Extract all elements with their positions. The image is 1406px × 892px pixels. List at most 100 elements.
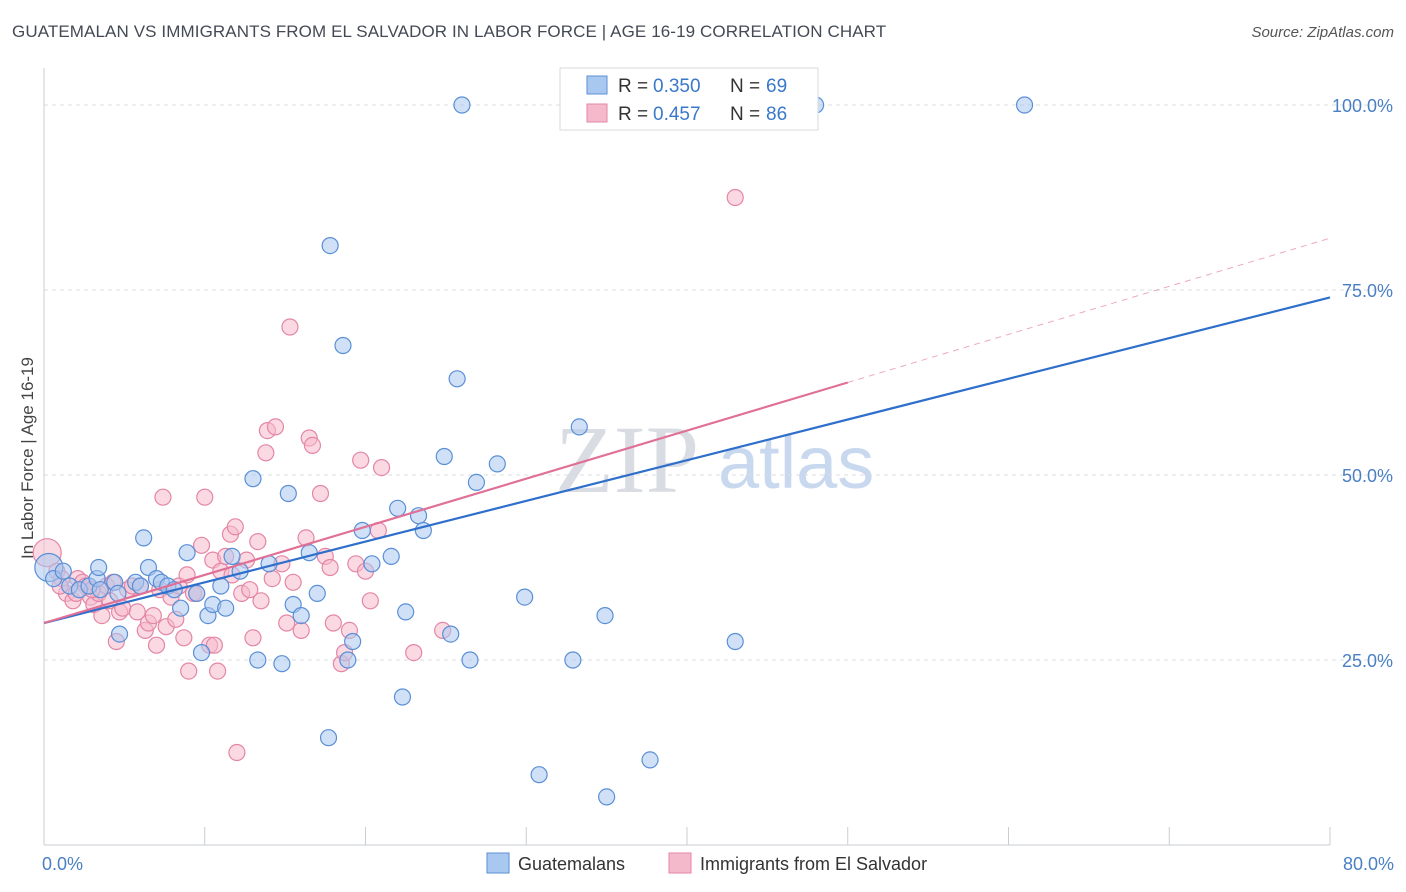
- guatemalans-point-64: [596, 606, 614, 625]
- x-tick-label-0: 0.0%: [42, 854, 83, 874]
- el-salvador-point-57: [263, 569, 281, 588]
- legend-r-value-el-salvador: 0.457: [653, 104, 701, 125]
- guatemalans-point-56: [461, 651, 479, 669]
- guatemalans-point-21: [178, 544, 196, 562]
- legend-n-label-2: N =: [730, 104, 760, 125]
- guatemalans-point-30: [244, 470, 262, 488]
- guatemalans-point-57: [467, 473, 486, 491]
- guatemalans-point-48: [393, 688, 412, 706]
- guatemalans-point-40: [321, 237, 339, 255]
- guatemalans-point-46: [382, 547, 400, 566]
- el-salvador-point-80: [405, 643, 423, 662]
- series-blue-points: [34, 96, 1034, 806]
- el-salvador-point-61: [281, 318, 299, 336]
- bottom-legend-label-el-salvador: Immigrants from El Salvador: [700, 854, 927, 874]
- el-salvador-point-20: [128, 603, 146, 621]
- el-salvador-point-69: [321, 558, 339, 577]
- y-tick-label-3: 100.0%: [1332, 96, 1393, 116]
- guatemalans-point-11: [110, 625, 129, 643]
- legend-n-label-1: N =: [730, 76, 760, 97]
- el-salvador-point-58: [266, 418, 285, 436]
- guatemalans-point-58: [488, 455, 506, 473]
- guatemalans-point-23: [192, 643, 211, 662]
- trend-line-guatemalans: [43, 296, 1331, 625]
- guatemalans-point-34: [279, 484, 297, 503]
- guatemalans-point-8: [90, 558, 108, 577]
- el-salvador-point-82: [726, 188, 744, 207]
- legend-bottom: Guatemalans Immigrants from El Salvador: [486, 852, 927, 874]
- el-salvador-point-48: [228, 743, 246, 762]
- chart-title: GUATEMALAN VS IMMIGRANTS FROM EL SALVADO…: [12, 22, 887, 41]
- trend-lines: [43, 237, 1331, 625]
- legend-n-value-guatemalans: 69: [766, 76, 787, 97]
- el-salvador-point-25: [147, 636, 166, 654]
- guatemalans-point-66: [726, 632, 744, 651]
- el-salvador-point-55: [257, 444, 275, 462]
- bottom-legend-swatch-guatemalans: [486, 852, 510, 874]
- guatemalans-point-65: [641, 751, 659, 769]
- el-salvador-point-38: [196, 488, 214, 506]
- x-ticks: [204, 827, 1331, 845]
- el-salvador-point-60: [278, 614, 296, 632]
- guatemalans-point-20: [172, 599, 190, 617]
- guatemalans-point-54: [448, 370, 466, 388]
- guatemalans-point-60: [530, 766, 548, 784]
- guatemalans-point-38: [308, 584, 326, 603]
- guatemalans-point-27: [217, 599, 235, 617]
- legend-swatch-guatemalans: [586, 75, 608, 95]
- guatemalans-point-61: [564, 651, 582, 669]
- y-axis-label: In Labor Force | Age 16-19: [18, 357, 37, 559]
- y-tick-label-2: 75.0%: [1342, 281, 1393, 301]
- el-salvador-point-62: [284, 573, 302, 591]
- y-tick-label-0: 25.0%: [1342, 651, 1393, 671]
- el-salvador-point-27: [154, 488, 172, 506]
- el-salvador-point-37: [192, 536, 211, 554]
- guatemalans-point-63: [598, 788, 616, 806]
- el-salvador-point-75: [352, 451, 370, 469]
- el-salvador-point-79: [372, 459, 391, 477]
- guatemalans-point-45: [363, 555, 381, 573]
- el-salvador-point-77: [361, 592, 379, 610]
- el-salvador-point-32: [175, 629, 193, 647]
- guatemalans-point-47: [389, 499, 407, 517]
- el-salvador-point-24: [144, 606, 162, 625]
- el-salvador-point-51: [241, 581, 259, 599]
- el-salvador-point-70: [324, 614, 342, 632]
- guatemalans-point-49: [397, 603, 415, 621]
- legend-top: R = 0.350 N = 69 R = 0.457 N = 86: [559, 67, 819, 131]
- el-salvador-point-66: [303, 436, 322, 454]
- el-salvador-point-52: [244, 629, 262, 647]
- el-salvador-point-54: [252, 592, 270, 610]
- guatemalans-point-22: [188, 584, 206, 603]
- guatemalans-point-53: [442, 625, 460, 643]
- guatemalans-point-31: [249, 651, 267, 669]
- legend-r-label-2: R =: [618, 104, 648, 125]
- guatemalans-point-39: [319, 729, 338, 747]
- guatemalans-point-28: [223, 547, 241, 566]
- el-salvador-point-63: [292, 621, 310, 640]
- guatemalans-point-2: [54, 562, 72, 580]
- y-tick-labels: 25.0% 50.0% 75.0% 100.0%: [1332, 96, 1393, 671]
- guatemalans-point-42: [339, 651, 357, 669]
- el-salvador-point-53: [249, 532, 267, 551]
- guatemalans-point-7: [91, 581, 109, 599]
- el-salvador-point-41: [205, 636, 223, 654]
- guatemalans-point-55: [453, 96, 471, 114]
- el-salvador-point-67: [311, 484, 330, 503]
- x-tick-labels: 0.0% 80.0%: [42, 854, 1394, 874]
- y-tick-label-1: 50.0%: [1342, 466, 1393, 486]
- guatemalans-point-41: [334, 336, 352, 355]
- guatemalans-point-52: [435, 447, 453, 466]
- legend-r-value-guatemalans: 0.350: [653, 76, 701, 97]
- guatemalans-point-68: [1015, 96, 1034, 114]
- watermark-atlas: atlas: [718, 421, 874, 504]
- bottom-legend-swatch-el-salvador: [668, 852, 692, 874]
- trend-extension-el-salvador: [847, 237, 1331, 383]
- bottom-legend-label-guatemalans: Guatemalans: [518, 854, 625, 874]
- guatemalans-point-43: [344, 632, 362, 651]
- legend-r-label-1: R =: [618, 76, 648, 97]
- el-salvador-point-42: [209, 662, 227, 680]
- guatemalans-point-36: [292, 606, 310, 625]
- x-tick-label-1: 80.0%: [1343, 854, 1394, 874]
